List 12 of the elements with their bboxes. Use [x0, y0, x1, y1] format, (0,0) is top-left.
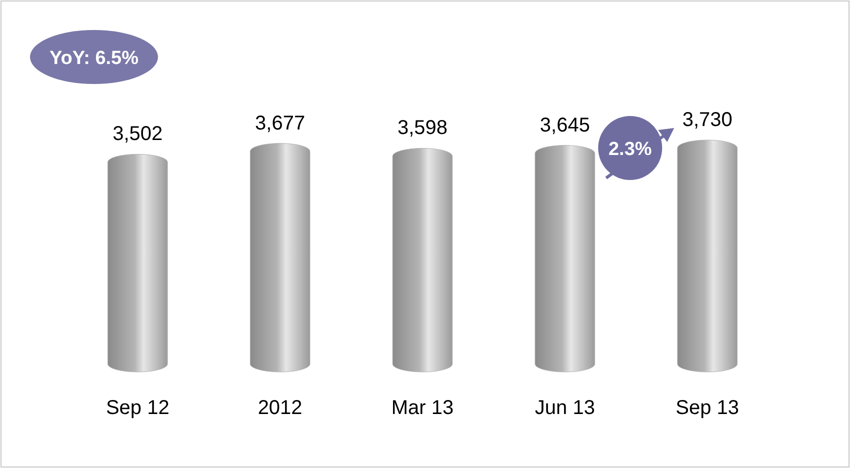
annotation: 2.3%: [608, 139, 652, 160]
data-label: 3,598: [397, 117, 448, 140]
x-tick-label: Jun 13: [534, 397, 595, 419]
x-tick-label: Sep 13: [676, 397, 740, 419]
data-label: 3,730: [682, 109, 732, 131]
x-tick-label: 2012: [258, 397, 302, 419]
x-tick-label: Sep 12: [106, 397, 170, 419]
data-label: 3,677: [255, 112, 306, 134]
data-label: 3,645: [540, 114, 590, 136]
data-label: 3,502: [112, 123, 163, 146]
text: YoY: 6.5%: [49, 48, 139, 69]
x-tick-label: Mar 13: [391, 397, 454, 419]
